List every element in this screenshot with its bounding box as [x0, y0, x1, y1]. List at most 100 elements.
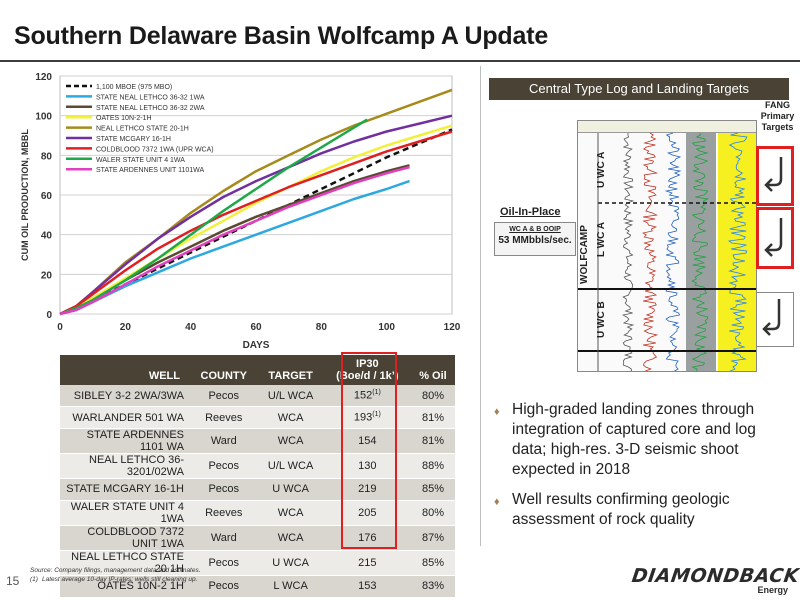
cell-ip30: 215	[323, 550, 411, 576]
oip-label: WC A & B OOIP	[509, 226, 561, 233]
target-box-middle	[756, 207, 794, 269]
legend-entry: OATES 10N-2-1H	[96, 115, 152, 122]
y-tick-label: 100	[35, 112, 52, 123]
cell-target: WCA	[257, 525, 324, 551]
bullet-text: Well results confirming geologic assessm…	[512, 491, 730, 528]
log-curve-neu	[691, 132, 709, 371]
cell-ip30: 219	[323, 478, 411, 501]
legend-entry: WALER STATE UNIT 4 1WA	[96, 157, 185, 164]
target-box-lower	[756, 292, 794, 347]
fang-label-line1: FANG	[764, 100, 790, 110]
ip30-value: 193	[353, 412, 373, 425]
header-well: WELL	[60, 355, 190, 385]
oip-title: Oil-In-Place	[500, 206, 561, 218]
cell-well: STATE MCGARY 16-1H	[60, 478, 190, 501]
table-row: NEAL LETHCO STATE 20 1H Pecos U WCA 215 85%	[60, 550, 455, 576]
cell-oil: 80%	[410, 500, 455, 526]
cell-target: WCA	[257, 500, 324, 526]
cell-county: Ward	[190, 525, 258, 551]
cell-oil: 83%	[410, 575, 455, 598]
y-tick-label: 0	[46, 310, 52, 321]
bullet-item: ♦ Well results confirming geologic asses…	[494, 490, 789, 530]
page-title: Southern Delaware Basin Wolfcamp A Updat…	[14, 22, 549, 50]
cell-well: SIBLEY 3-2 2WA/3WA	[60, 385, 190, 408]
cell-ip30: 153	[323, 575, 411, 598]
ip30-value: 219	[358, 483, 377, 496]
cell-target: U/L WCA	[257, 453, 324, 480]
zone-u-wc-b: U WC B	[596, 301, 607, 339]
x-tick-label: 60	[250, 322, 262, 333]
table-row: STATE MCGARY 16-1H Pecos U WCA 219 85%	[60, 478, 455, 501]
x-axis-label: DAYS	[243, 340, 270, 351]
fang-label-line2: Primary	[760, 111, 795, 121]
zone-l-wc-a: L WC A	[596, 222, 607, 258]
table-row: WARLANDER 501 WA Reeves WCA 193(1) 81%	[60, 406, 455, 430]
cell-target: U WCA	[257, 550, 324, 576]
ip30-footnote-ref: (1)	[372, 389, 381, 397]
logo-subtitle: Energy	[757, 585, 788, 595]
wolfcamp-label: WOLFCAMP	[579, 225, 590, 285]
cell-oil: 87%	[410, 525, 455, 551]
cum-oil-production-chart: 0 20 40 60 80 100 120 0 20 40 60 80 100 120 DAYS CUM OI…	[20, 72, 461, 351]
x-tick-label: 120	[444, 322, 461, 333]
footnote-source: Source: Company filings, management data…	[30, 567, 201, 574]
legend-entry: NEAL LETHCO STATE 20-1H	[96, 126, 189, 133]
y-tick-label: 20	[41, 270, 53, 281]
series-line-8	[59, 165, 410, 316]
log-curve-sat	[727, 132, 748, 371]
cell-well: OATES 10N-2 1H	[60, 575, 190, 598]
logo-wordmark: DIAMONDBACK	[630, 565, 800, 587]
type-log-image	[577, 120, 757, 372]
table-row: OATES 10N-2 1H Pecos L WCA 153 83%	[60, 575, 455, 598]
legend-entry: COLDBLOOD 7372 1WA (UPR WCA)	[96, 146, 214, 153]
cell-county: Reeves	[190, 500, 258, 526]
log-track-fill	[718, 133, 756, 371]
legend-entry: STATE NEAL LETHCO 36-32 2WA	[96, 105, 205, 112]
x-tick-label: 80	[316, 322, 328, 333]
header-ip30-line2: (Boe/d / 1k’)	[336, 370, 399, 382]
footnote-1-label: (1)	[30, 576, 38, 583]
cell-county: Pecos	[190, 453, 258, 480]
cell-target: U/L WCA	[257, 385, 324, 408]
cell-county: Reeves	[190, 406, 258, 430]
well-results-table: WELL COUNTY TARGET IP30 (Boe/d / 1k’) % …	[60, 355, 455, 598]
cell-oil: 81%	[410, 406, 455, 430]
fang-targets-label: FANG Primary Targets	[755, 100, 800, 133]
cell-target: WCA	[257, 428, 324, 455]
cell-county: Pecos	[190, 478, 258, 501]
y-tick-label: 80	[41, 151, 53, 162]
ip30-value: 154	[358, 435, 377, 448]
table-body: SIBLEY 3-2 2WA/3WA Pecos U/L WCA 152(1) 80% W…	[60, 385, 455, 598]
cell-well: NEAL LETHCO STATE 20 1H	[60, 550, 190, 576]
x-tick-label: 40	[185, 322, 197, 333]
cell-county: Ward	[190, 428, 258, 455]
cell-oil: 85%	[410, 478, 455, 501]
header-ip30-line1: IP30	[356, 358, 379, 370]
down-arrow-icon	[764, 157, 783, 192]
zone-u-wc-a: U WC A	[596, 151, 607, 189]
oip-box: WC A & B OOIP 53 MMbbls/sec.	[494, 222, 576, 256]
series-line-5	[59, 114, 453, 316]
series-line-6	[59, 130, 453, 316]
cell-oil: 85%	[410, 550, 455, 576]
cell-well: COLDBLOOD 7372 UNIT 1WA	[60, 525, 190, 551]
fang-label-line3: Targets	[761, 122, 794, 132]
type-log-curves	[578, 132, 756, 371]
log-curve-den	[664, 132, 682, 371]
diamond-bullet-icon: ♦	[494, 406, 500, 418]
diamond-bullet-icon: ♦	[494, 496, 500, 508]
bullet-list: ♦ High-graded landing zones through inte…	[494, 400, 789, 540]
footnote-1-text: Latest average 10-day IP-rates; wells st…	[42, 576, 198, 583]
cell-oil: 88%	[410, 453, 455, 480]
cell-county: Pecos	[190, 575, 258, 598]
bullet-text: High-graded landing zones through integr…	[512, 401, 756, 478]
cell-well: WARLANDER 501 WA	[60, 406, 190, 430]
ip30-highlight-box	[341, 352, 397, 549]
footnotes: Source: Company filings, management data…	[30, 566, 201, 584]
y-axis-label: CUM OIL PRODUCTION, MBBL	[20, 129, 30, 261]
column-divider	[480, 66, 481, 546]
legend-entry: STATE NEAL LETHCO 36-32 1WA	[96, 94, 205, 101]
ip30-value: 215	[358, 556, 377, 569]
bullet-item: ♦ High-graded landing zones through inte…	[494, 400, 789, 480]
ip30-footnote-ref: (1)	[372, 411, 381, 419]
